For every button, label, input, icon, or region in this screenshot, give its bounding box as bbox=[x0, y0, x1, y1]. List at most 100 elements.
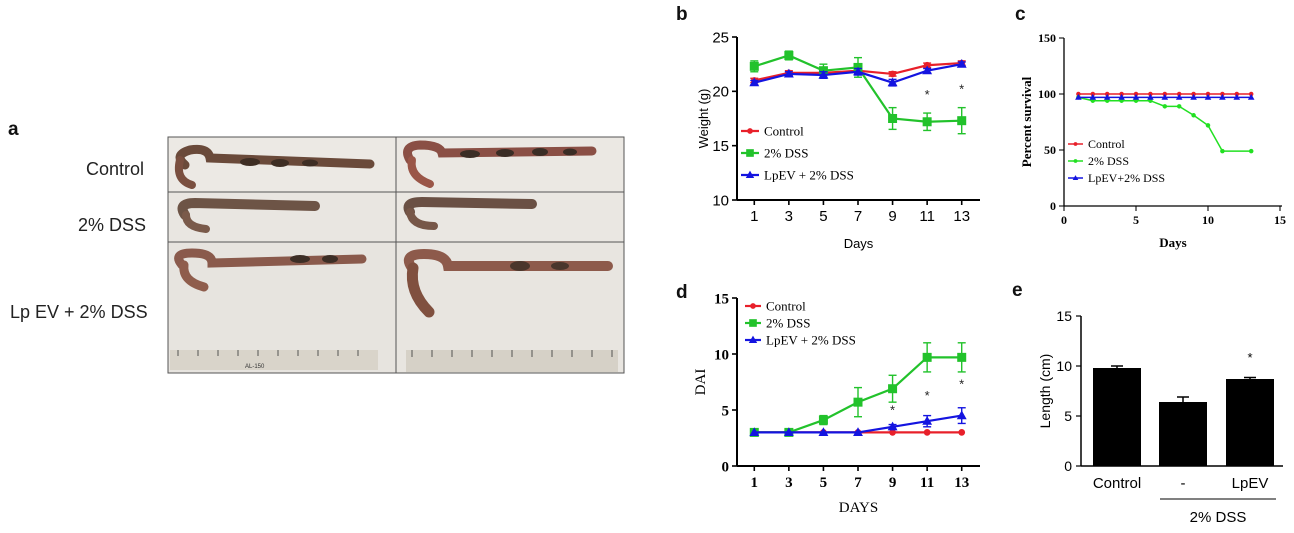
x-tick-label: 13 bbox=[953, 208, 970, 225]
y-tick-label: 20 bbox=[712, 84, 729, 101]
x-axis-title: Days bbox=[1159, 235, 1186, 250]
y-tick-label: 50 bbox=[1044, 143, 1056, 157]
ruler-right bbox=[406, 350, 618, 372]
data-point bbox=[957, 116, 966, 125]
panel-letter-c: c bbox=[1015, 4, 1026, 25]
y-tick-label: 5 bbox=[722, 403, 730, 419]
data-point bbox=[889, 71, 896, 78]
data-point bbox=[923, 117, 932, 126]
y-tick-label: 10 bbox=[712, 192, 729, 209]
row-label-control: Control bbox=[86, 159, 144, 179]
data-point bbox=[924, 429, 931, 436]
data-point bbox=[923, 353, 932, 362]
x-axis-title: DAYS bbox=[839, 500, 878, 516]
x-tick-label: 5 bbox=[1133, 213, 1139, 227]
data-point bbox=[1191, 113, 1196, 118]
data-point bbox=[854, 398, 863, 407]
y-tick-label: 0 bbox=[722, 459, 730, 475]
x-tick-label: 11 bbox=[919, 208, 935, 225]
legend-label: 2% DSS bbox=[764, 146, 808, 161]
legend-label: Control bbox=[766, 299, 806, 314]
legend-label: 2% DSS bbox=[766, 316, 810, 331]
data-point bbox=[888, 114, 897, 123]
significance-star: * bbox=[959, 82, 964, 97]
significance-star: * bbox=[925, 388, 930, 403]
data-point bbox=[888, 384, 897, 393]
y-tick-label: 0 bbox=[1050, 199, 1056, 213]
bar-1 bbox=[1159, 402, 1207, 466]
x-axis-title: Days bbox=[844, 236, 874, 251]
x-tick-label: 1 bbox=[751, 475, 759, 491]
data-point bbox=[957, 410, 967, 419]
x-tick-label: 9 bbox=[888, 208, 896, 225]
chart-colon-length: 0 5 10 15 Length (cm) Control - LpEV * 2% DSS bbox=[1037, 308, 1283, 526]
data-point bbox=[958, 429, 965, 436]
data-point bbox=[1163, 104, 1168, 109]
colon-photo-grid: AL-150 bbox=[168, 137, 624, 373]
y-axis-title: Percent survival bbox=[1019, 76, 1034, 167]
legend-marker bbox=[1074, 159, 1078, 163]
y-tick-label: 15 bbox=[714, 291, 729, 307]
x-tick-label: 1 bbox=[750, 208, 758, 225]
x-tick-label: 0 bbox=[1061, 213, 1067, 227]
x-tick-label: 3 bbox=[785, 475, 793, 491]
panel-letter-d: d bbox=[676, 282, 688, 303]
y-tick-label: 5 bbox=[1064, 408, 1072, 424]
x-tick-label: 3 bbox=[785, 208, 793, 225]
data-point bbox=[957, 353, 966, 362]
y-tick-label: 15 bbox=[1056, 308, 1072, 324]
x-tick-label: Control bbox=[1093, 475, 1141, 492]
data-point bbox=[1220, 149, 1225, 154]
data-point bbox=[1206, 123, 1211, 128]
bar-2 bbox=[1226, 379, 1274, 466]
y-tick-label: 25 bbox=[712, 29, 729, 46]
legend-marker bbox=[747, 128, 753, 134]
legend-marker bbox=[746, 149, 754, 157]
panel-letter-e: e bbox=[1012, 280, 1023, 301]
legend-marker bbox=[750, 303, 756, 309]
data-point bbox=[750, 62, 759, 71]
legend-label: LpEV+2% DSS bbox=[1088, 171, 1165, 185]
y-tick-label: 150 bbox=[1038, 31, 1056, 45]
x-tick-label: 15 bbox=[1274, 213, 1286, 227]
x-tick-label: - bbox=[1181, 475, 1186, 492]
y-tick-label: 15 bbox=[712, 138, 729, 155]
legend-marker bbox=[749, 319, 757, 327]
data-point bbox=[784, 51, 793, 60]
y-axis-title: Weight (g) bbox=[696, 89, 711, 149]
legend-label: LpEV + 2% DSS bbox=[766, 333, 856, 348]
legend-label: Control bbox=[764, 124, 804, 139]
x-tick-label: 5 bbox=[819, 208, 827, 225]
y-axis-title: Length (cm) bbox=[1037, 354, 1053, 429]
x-tick-label: 7 bbox=[854, 475, 862, 491]
x-tick-label: 10 bbox=[1202, 213, 1214, 227]
y-tick-label: 10 bbox=[1056, 358, 1072, 374]
legend-label: LpEV + 2% DSS bbox=[764, 168, 854, 183]
x-tick-label: LpEV bbox=[1232, 475, 1269, 492]
data-point bbox=[819, 416, 828, 425]
y-tick-label: 100 bbox=[1038, 87, 1056, 101]
figure-canvas: a Control 2% DSS Lp EV + 2% DSS bbox=[0, 0, 1294, 528]
x-tick-label: 11 bbox=[920, 475, 934, 491]
panel-letter-a: a bbox=[8, 119, 19, 140]
legend-marker bbox=[1074, 142, 1078, 146]
ruler-text: AL-150 bbox=[245, 364, 265, 370]
x-tick-label: 7 bbox=[854, 208, 862, 225]
significance-star: * bbox=[959, 377, 964, 392]
x-tick-label: 9 bbox=[889, 475, 897, 491]
group-label: 2% DSS bbox=[1190, 509, 1247, 526]
data-point bbox=[1177, 104, 1182, 109]
x-tick-label: 5 bbox=[820, 475, 828, 491]
legend-label: 2% DSS bbox=[1088, 154, 1129, 168]
significance-star: * bbox=[1247, 350, 1252, 365]
y-tick-label: 10 bbox=[714, 347, 729, 363]
row-label-dss: 2% DSS bbox=[78, 215, 146, 235]
bar-0 bbox=[1093, 368, 1141, 466]
y-axis-title: DAI bbox=[693, 369, 709, 396]
ruler-left: AL-150 bbox=[170, 350, 378, 370]
y-tick-label: 0 bbox=[1064, 458, 1072, 474]
panel-letter-b: b bbox=[676, 4, 688, 25]
